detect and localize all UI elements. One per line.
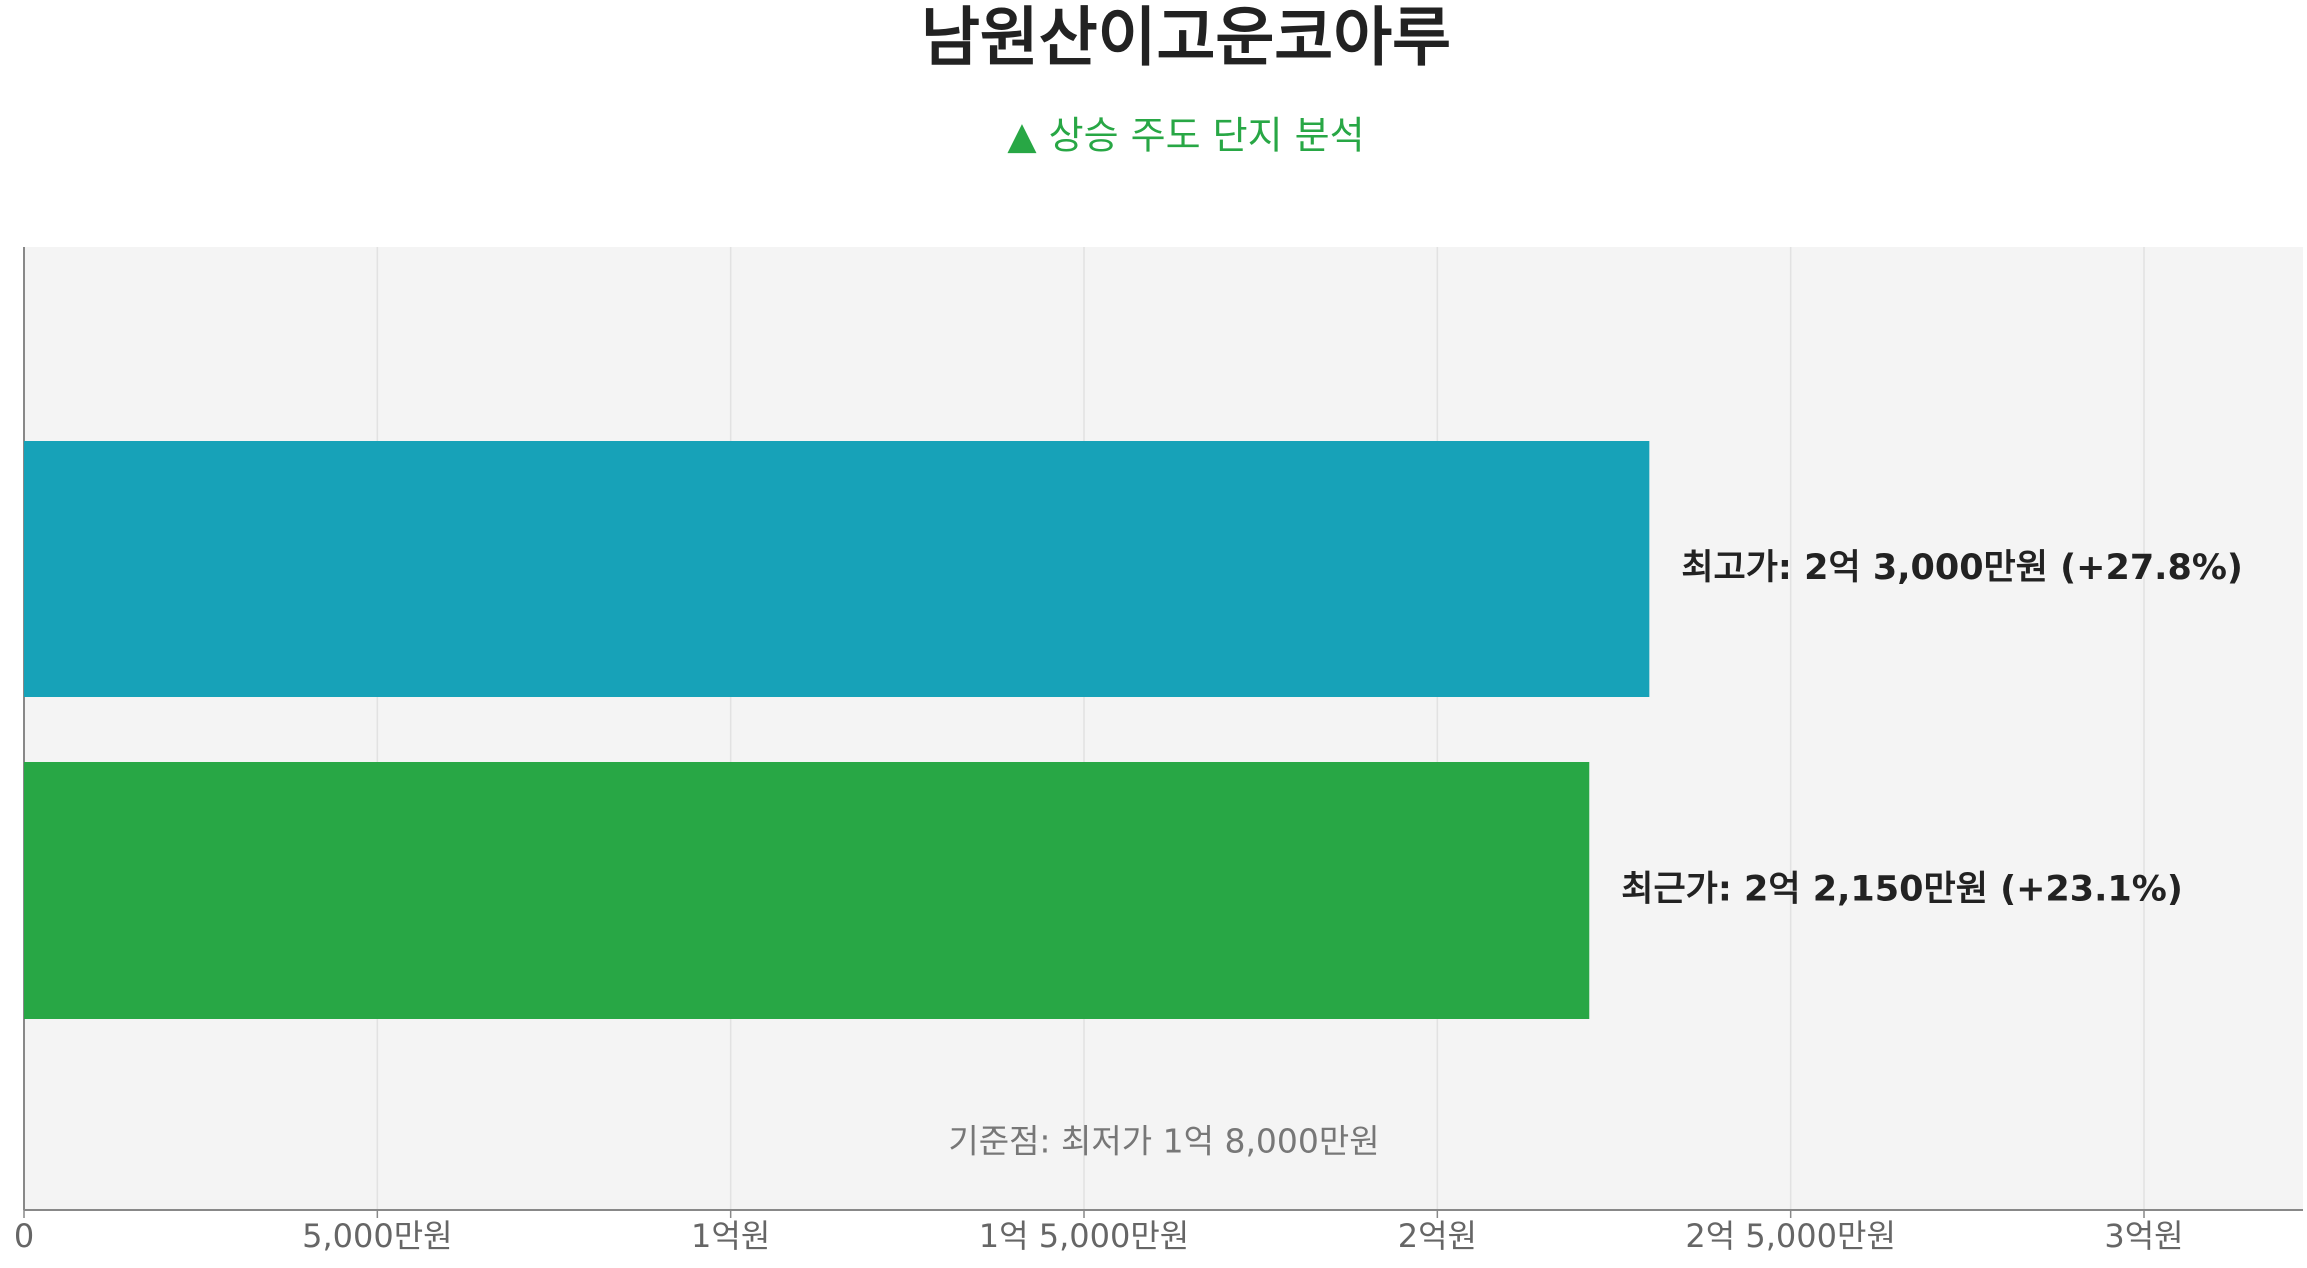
x-tick-label: 2억원 — [1398, 1217, 1477, 1255]
data-label: 최고가: 2억 3,000만원 (+27.8%) — [1681, 548, 2243, 588]
x-tick-label: 1억 5,000만원 — [979, 1217, 1189, 1255]
x-tick-label: 5,000만원 — [302, 1217, 453, 1255]
data-label: 최근가: 2억 2,150만원 (+23.1%) — [1621, 870, 2183, 910]
x-tick-label: 0 — [14, 1217, 34, 1255]
plot-background — [24, 247, 2303, 1210]
bar — [24, 441, 1650, 697]
annotation: 기준점: 최저가 1억 8,000만원 — [948, 1122, 1379, 1161]
x-tick-label: 2억 5,000만원 — [1685, 1217, 1895, 1255]
x-tick-label: 3억원 — [2104, 1217, 2183, 1255]
x-tick-label: 1억원 — [691, 1217, 770, 1255]
bar — [24, 762, 1590, 1019]
chart-subtitle: ▲ 상승 주도 단지 분석 — [1007, 114, 1364, 158]
chart-title: 남원산이고운코아루 — [921, 2, 1451, 76]
